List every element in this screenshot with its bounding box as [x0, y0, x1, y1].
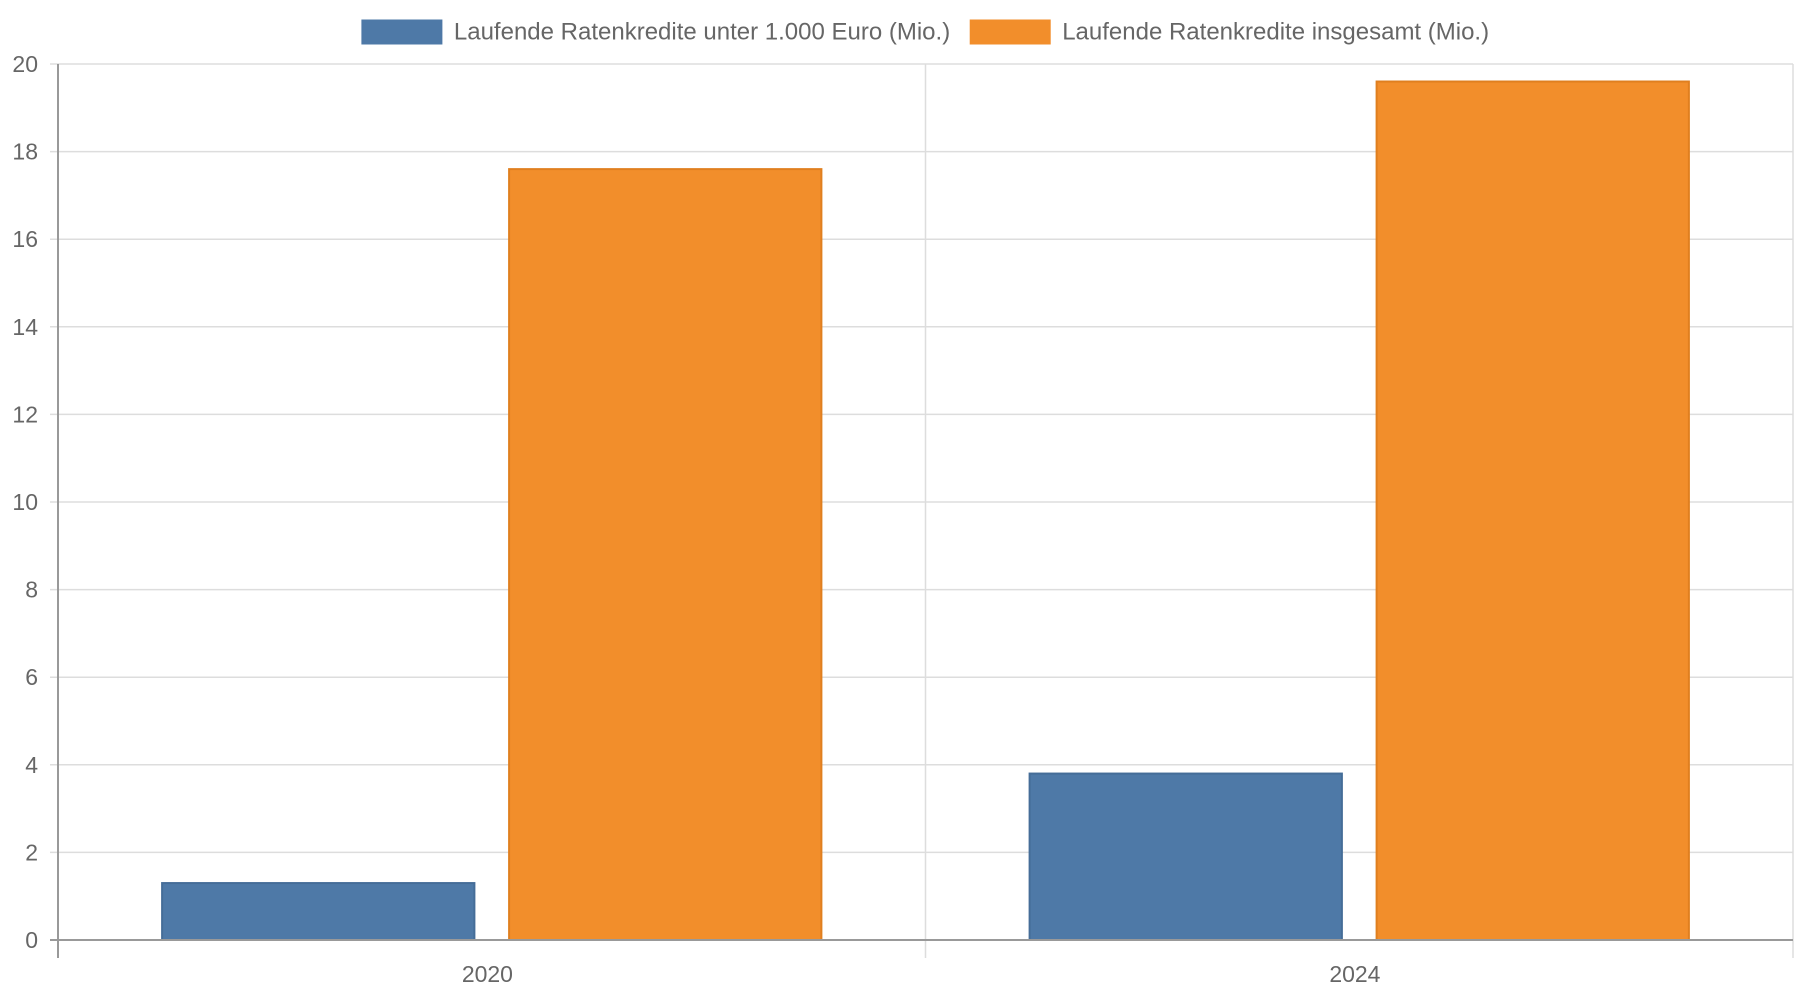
y-tick-label: 18 — [12, 139, 38, 165]
legend-swatch-2 — [969, 19, 1051, 45]
y-tick-label: 16 — [12, 226, 38, 252]
bar-2020-series-1[interactable] — [161, 882, 476, 941]
bars — [161, 80, 1690, 941]
y-tick-label: 10 — [12, 489, 38, 515]
y-tick-label: 0 — [25, 927, 38, 953]
y-axis-ticks: 0 2 4 6 8 10 12 14 16 18 20 — [12, 51, 38, 953]
y-tick-label: 6 — [25, 664, 38, 690]
y-tick-label: 20 — [12, 51, 38, 77]
y-tick-label: 14 — [12, 314, 38, 340]
legend-label-1: Laufende Ratenkredite unter 1.000 Euro (… — [454, 19, 950, 46]
x-axis-ticks: 2020 2024 — [462, 961, 1381, 987]
legend-item-2[interactable]: Laufende Ratenkredite insgesamt (Mio.) — [969, 19, 1489, 46]
x-tick-label: 2020 — [462, 961, 513, 987]
legend: Laufende Ratenkredite unter 1.000 Euro (… — [361, 19, 1489, 46]
legend-label-2: Laufende Ratenkredite insgesamt (Mio.) — [1062, 19, 1489, 46]
bar-2024-series-1[interactable] — [1028, 772, 1343, 941]
y-tick-label: 12 — [12, 401, 38, 427]
legend-item-1[interactable]: Laufende Ratenkredite unter 1.000 Euro (… — [361, 19, 950, 46]
y-tick-label: 2 — [25, 839, 38, 865]
bar-2020-series-2[interactable] — [508, 168, 823, 941]
y-tick-label: 4 — [25, 752, 38, 778]
legend-swatch-1 — [361, 19, 443, 45]
x-tick-label: 2024 — [1329, 961, 1380, 987]
y-tick-label: 8 — [25, 577, 38, 603]
bar-2024-series-2[interactable] — [1375, 80, 1690, 941]
axes — [50, 64, 1793, 958]
